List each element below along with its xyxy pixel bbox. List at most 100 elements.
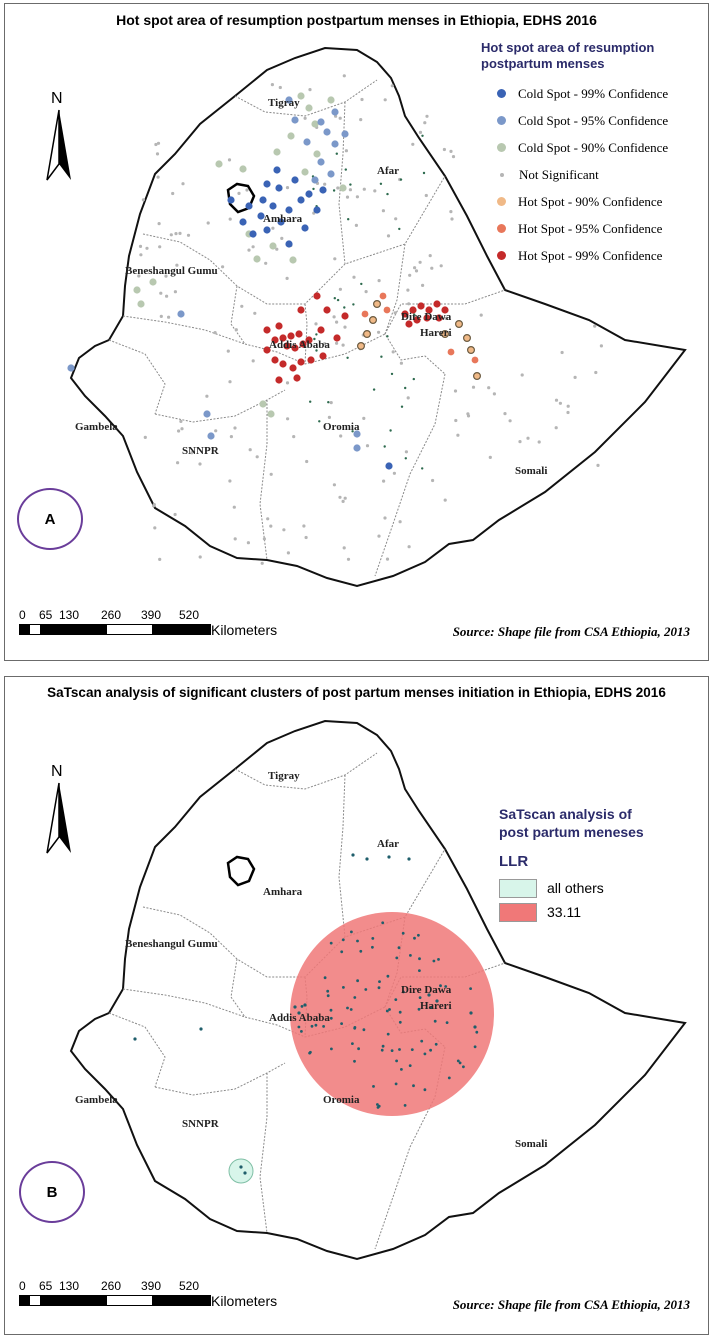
cluster-point <box>314 322 318 326</box>
cluster-point <box>373 300 382 309</box>
cluster-point <box>263 180 271 188</box>
scale-segment <box>107 1296 152 1305</box>
cluster-point <box>518 440 522 444</box>
cluster-point <box>402 990 405 994</box>
cluster-point <box>313 337 316 341</box>
cluster-point <box>333 297 336 300</box>
cluster-point <box>377 279 381 283</box>
cluster-point <box>302 524 306 528</box>
cluster-point <box>377 986 381 990</box>
cluster-point <box>279 360 287 368</box>
cluster-point <box>341 312 349 320</box>
cluster-point <box>410 1048 414 1051</box>
cluster-point <box>275 184 283 192</box>
cluster-point <box>199 1027 203 1031</box>
cluster-point <box>383 306 391 314</box>
cluster-point <box>270 83 274 87</box>
cluster-point <box>487 386 491 390</box>
cluster-point <box>186 233 191 237</box>
cluster-point <box>395 1059 398 1063</box>
cluster-point <box>395 956 399 960</box>
cluster-point <box>255 455 259 459</box>
cluster-point <box>363 330 372 339</box>
lake-tana-outline <box>226 855 256 887</box>
legend-a-item: Hot Spot - 99% Confidence <box>481 242 706 269</box>
cluster-point <box>387 855 391 859</box>
cluster-point <box>319 352 327 360</box>
cluster-point <box>286 551 290 555</box>
cluster-point <box>171 191 175 196</box>
cluster-point <box>251 359 255 363</box>
cluster-point <box>462 1065 465 1069</box>
cluster-point <box>424 193 428 198</box>
cluster-point <box>386 1032 390 1036</box>
cluster-point <box>341 499 345 503</box>
region-label: Addis Ababa <box>269 1012 330 1024</box>
cluster-point <box>425 306 433 314</box>
scale-tick-label: 520 <box>179 1279 200 1293</box>
legend-label: 33.11 <box>547 904 581 920</box>
cluster-point <box>594 370 598 375</box>
cluster-point <box>273 166 281 174</box>
cluster-point <box>314 1023 318 1027</box>
legend-b-title-1: SaTscan analysis of <box>499 806 632 822</box>
cluster-point <box>232 505 236 509</box>
cluster-point <box>376 1106 380 1109</box>
cluster-point <box>453 389 458 393</box>
cluster-point <box>442 147 446 152</box>
cluster-point <box>398 227 401 231</box>
legend-label: Cold Spot - 99% Confidence <box>518 85 669 101</box>
cluster-point <box>503 412 507 416</box>
legend-b-title-2: post partum meneses <box>499 824 644 840</box>
cluster-point <box>343 306 346 309</box>
satscan-cluster-33-11 <box>290 912 494 1116</box>
cluster-point <box>154 142 158 147</box>
hotspot-legend: Hot spot area of resumption postpartum m… <box>481 40 706 269</box>
cluster-point <box>313 206 321 214</box>
scale-tick-label: 390 <box>141 1279 162 1293</box>
cluster-point <box>323 182 327 186</box>
cluster-point <box>377 534 381 538</box>
cluster-point <box>67 364 75 372</box>
source-note: Source: Shape file from CSA Ethiopia, 20… <box>452 624 690 639</box>
legend-label: Hot Spot - 95% Confidence <box>518 220 663 236</box>
legend-dot-icon <box>497 89 506 98</box>
cluster-point <box>458 1061 462 1065</box>
cluster-point <box>430 266 434 270</box>
cluster-point <box>229 435 233 439</box>
cluster-point <box>297 1025 301 1029</box>
cluster-point <box>240 304 244 308</box>
cluster-point <box>233 426 237 430</box>
cluster-point <box>289 364 297 372</box>
cluster-point <box>404 450 408 454</box>
cluster-point <box>152 504 156 508</box>
cluster-point <box>385 1009 389 1013</box>
legend-dot-icon <box>497 116 506 125</box>
cluster-point <box>348 188 352 192</box>
cluster-point <box>271 356 279 364</box>
legend-b-item: 33.11 <box>499 900 699 924</box>
cluster-point <box>390 1049 394 1052</box>
cluster-point <box>403 1104 407 1107</box>
cluster-point <box>332 315 336 319</box>
cluster-point <box>352 275 356 279</box>
cluster-point <box>390 84 394 88</box>
cluster-point <box>335 152 338 155</box>
cluster-point <box>245 202 253 210</box>
cluster-point <box>420 1039 424 1043</box>
cluster-point <box>157 222 161 226</box>
cluster-point <box>344 168 347 171</box>
cluster-point <box>417 302 425 310</box>
cluster-point <box>404 386 407 390</box>
cluster-point <box>398 1010 402 1014</box>
cluster-point <box>381 1044 385 1048</box>
cluster-point <box>259 196 267 204</box>
cluster-point <box>158 557 162 562</box>
cluster-point <box>233 537 237 541</box>
cluster-point <box>391 350 395 354</box>
cluster-point <box>451 155 456 159</box>
scale-tick-label: 65 <box>39 1279 53 1293</box>
cluster-point <box>365 857 369 861</box>
cluster-point <box>257 212 265 220</box>
cluster-point <box>291 176 299 184</box>
